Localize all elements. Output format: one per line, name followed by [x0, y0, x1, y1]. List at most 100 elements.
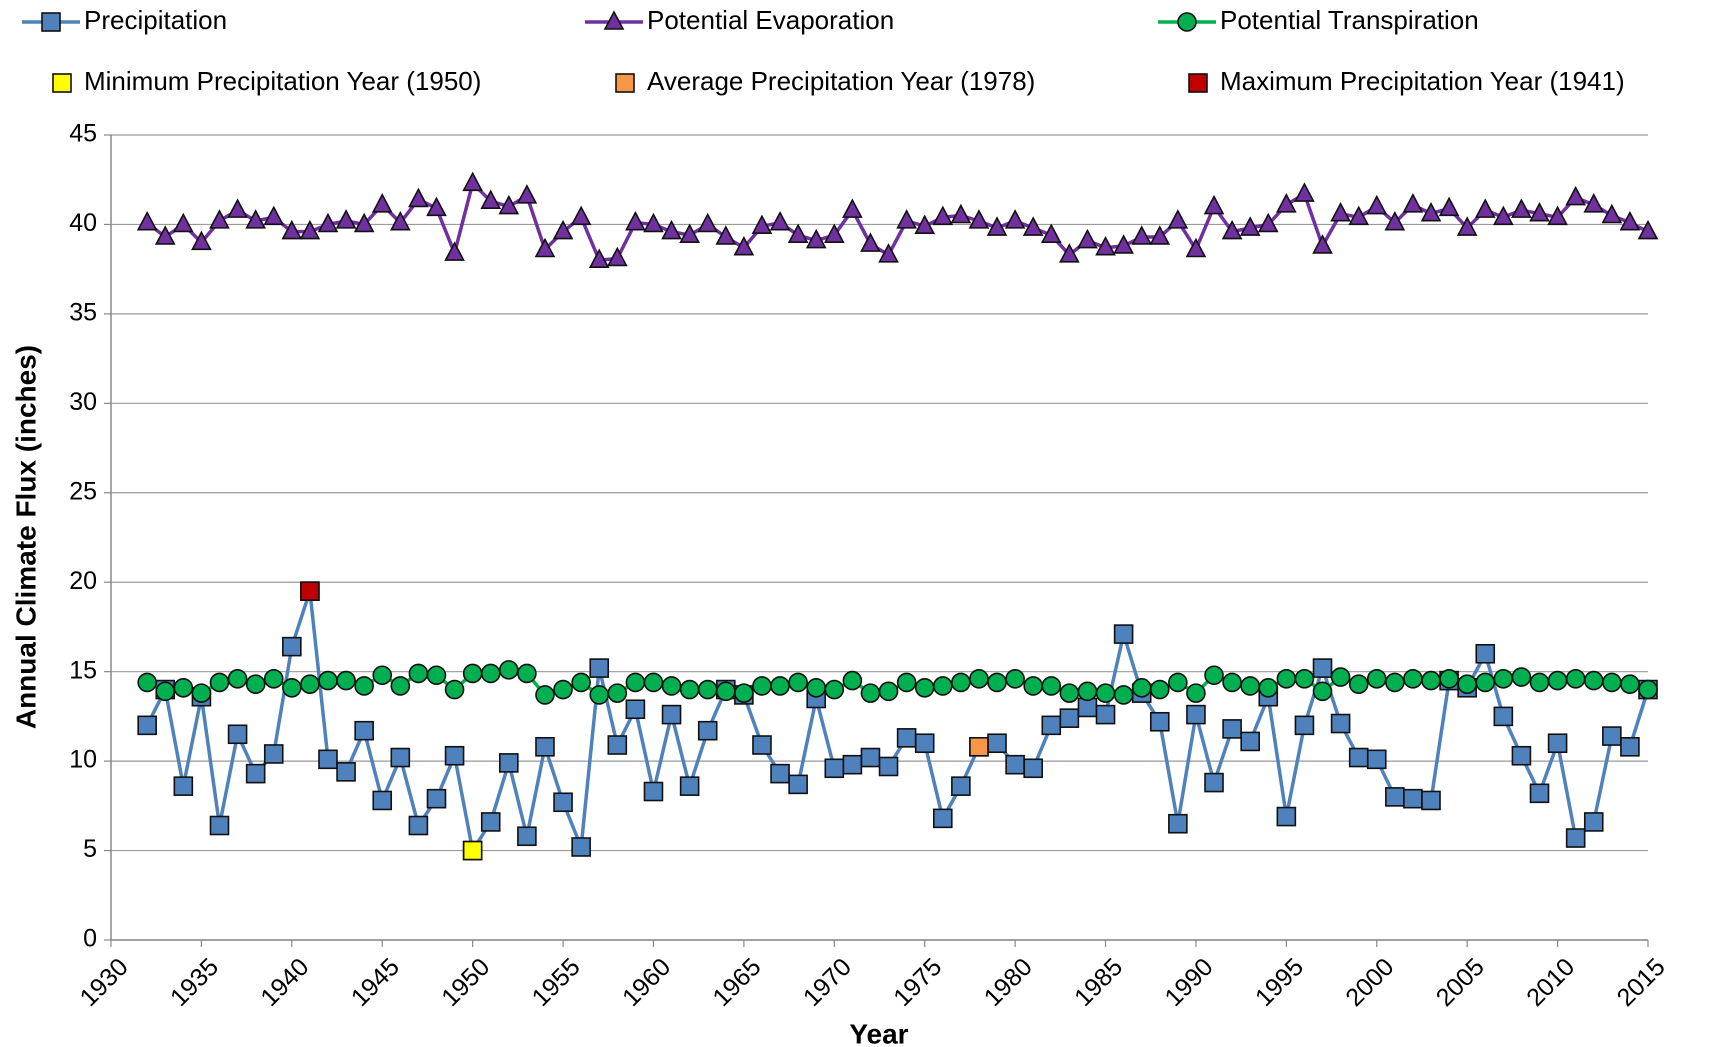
marker	[805, 228, 827, 249]
marker	[987, 733, 1007, 754]
marker	[1638, 679, 1658, 700]
x-tick-label: 1950	[436, 953, 495, 1012]
y-tick-label: 15	[69, 656, 97, 684]
marker	[137, 672, 157, 693]
marker	[1384, 210, 1406, 231]
x-tick-label: 1955	[527, 953, 586, 1012]
marker	[444, 745, 465, 766]
marker	[318, 670, 338, 691]
marker	[1330, 202, 1351, 222]
marker	[1204, 665, 1224, 686]
y-tick-label: 10	[69, 746, 97, 774]
marker	[444, 679, 465, 700]
x-tick-label: 1965	[707, 953, 766, 1012]
legend-label: Minimum Precipitation Year (1950)	[84, 66, 481, 96]
marker	[860, 683, 881, 703]
marker	[499, 753, 519, 773]
marker	[1366, 669, 1387, 689]
x-tick-label: 1995	[1250, 953, 1309, 1012]
marker	[1547, 733, 1568, 754]
marker	[625, 210, 646, 231]
marker	[245, 763, 266, 784]
marker	[354, 676, 374, 696]
marker	[1620, 736, 1640, 757]
marker	[896, 672, 917, 693]
marker	[589, 658, 610, 678]
x-tick-label: 1945	[346, 953, 405, 1012]
marker	[606, 246, 628, 267]
marker	[1529, 783, 1550, 804]
marker	[390, 676, 411, 696]
marker	[137, 715, 157, 736]
marker	[571, 837, 591, 857]
x-tick-label: 2010	[1521, 953, 1580, 1012]
marker	[878, 243, 899, 263]
marker	[770, 676, 790, 696]
marker	[951, 672, 971, 693]
marker	[426, 196, 447, 217]
y-tick-label: 30	[69, 388, 97, 416]
marker	[734, 683, 754, 703]
marker	[1240, 731, 1260, 752]
marker	[1619, 210, 1641, 231]
marker	[823, 223, 845, 243]
marker	[1005, 669, 1025, 689]
marker	[300, 674, 320, 694]
marker	[462, 663, 483, 684]
marker	[1493, 669, 1514, 689]
marker	[1474, 198, 1496, 218]
marker	[769, 210, 791, 231]
marker	[1385, 787, 1405, 807]
marker	[914, 733, 935, 754]
marker	[516, 184, 538, 204]
x-tick-label: 1970	[798, 953, 857, 1012]
marker	[1602, 672, 1622, 693]
marker	[1456, 216, 1478, 236]
marker	[1294, 715, 1315, 736]
marker	[282, 677, 302, 698]
x-tick-label: 2005	[1431, 953, 1490, 1012]
marker	[679, 679, 700, 700]
marker	[932, 676, 953, 696]
x-tick-label: 1980	[979, 953, 1038, 1012]
marker	[1131, 677, 1152, 698]
marker	[842, 198, 863, 218]
marker	[1257, 212, 1279, 233]
marker	[173, 212, 194, 233]
marker	[1022, 216, 1044, 236]
marker	[227, 669, 248, 689]
marker	[752, 676, 772, 696]
y-tick-label: 25	[69, 477, 97, 505]
marker	[969, 669, 989, 689]
x-tick-label: 1960	[617, 953, 676, 1012]
marker	[1294, 182, 1315, 202]
marker	[1529, 672, 1550, 693]
marker	[787, 223, 809, 243]
legend-marker	[1188, 73, 1208, 93]
marker	[1312, 658, 1333, 678]
marker	[1113, 685, 1134, 705]
marker	[661, 219, 682, 240]
marker	[1348, 205, 1370, 226]
marker	[1149, 679, 1170, 700]
marker	[1366, 194, 1388, 215]
marker	[824, 679, 845, 700]
marker	[155, 681, 176, 702]
marker	[1601, 203, 1623, 224]
marker	[1222, 672, 1242, 693]
marker	[1403, 788, 1423, 809]
marker	[353, 212, 375, 233]
marker	[1637, 219, 1659, 240]
marker	[896, 728, 917, 748]
marker	[842, 670, 863, 691]
marker	[625, 672, 646, 693]
marker	[824, 758, 845, 779]
marker	[1203, 194, 1225, 215]
marker	[1547, 670, 1568, 691]
marker	[263, 205, 285, 226]
marker	[1421, 670, 1441, 691]
marker	[372, 665, 393, 686]
marker	[335, 209, 357, 229]
x-tick-label: 1935	[165, 953, 224, 1012]
marker	[1023, 758, 1043, 779]
